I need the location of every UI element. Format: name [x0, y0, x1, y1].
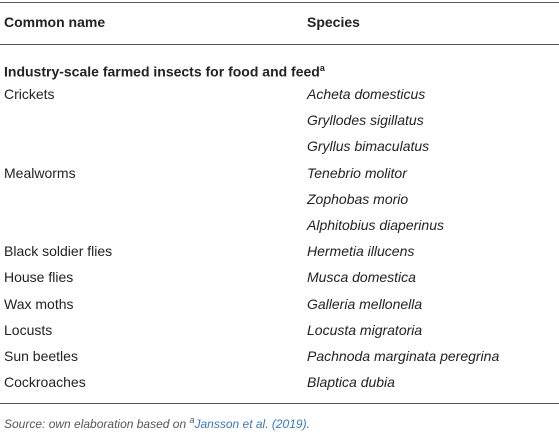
species: Galleria mellonella — [307, 295, 423, 312]
footnote-text: Source: own elaboration based on — [4, 417, 187, 431]
common-name: Sun beetles — [4, 348, 78, 364]
common-name: Wax moths — [4, 295, 74, 312]
species: Hermetia illucens — [307, 243, 415, 260]
section-title: Industry-scale farmed insects for food a… — [4, 59, 325, 81]
header-cell: Species — [307, 14, 360, 30]
note-mark: a — [189, 415, 195, 425]
species: Alphitobius diaperinus — [307, 217, 444, 233]
species: Blaptica dubia — [307, 374, 395, 391]
bottom-rule — [0, 403, 559, 404]
species: Gryllus bimaculatus — [307, 138, 430, 155]
species: Tenebrio molitor — [307, 164, 407, 181]
common-name: Crickets — [4, 86, 55, 102]
reference[interactable]: Jansson et al. (2019) — [194, 417, 307, 431]
species: Musca domestica — [307, 269, 416, 286]
header-cell: Common name — [4, 14, 106, 30]
section-text: Industry-scale farmed insects for food a… — [4, 63, 320, 80]
common-name: House flies — [4, 269, 74, 286]
top-rule — [0, 2, 559, 3]
note-mark: a — [319, 63, 325, 73]
species: Pachnoda marginata peregrina — [307, 348, 500, 364]
common-name: Black soldier flies — [4, 243, 113, 260]
header-rule — [0, 44, 559, 45]
species: Zophobas morio — [307, 190, 409, 207]
species: Locusta migratoria — [307, 321, 423, 338]
footnote: Source: own elaboration based on aJansso… — [4, 415, 310, 431]
species: Acheta domesticus — [307, 86, 426, 102]
footnote-end: . — [306, 417, 310, 431]
common-name: Cockroaches — [4, 374, 86, 391]
common-name: Locusts — [4, 321, 53, 338]
common-name: Mealworms — [4, 164, 76, 181]
species: Gryllodes sigillatus — [307, 112, 424, 129]
